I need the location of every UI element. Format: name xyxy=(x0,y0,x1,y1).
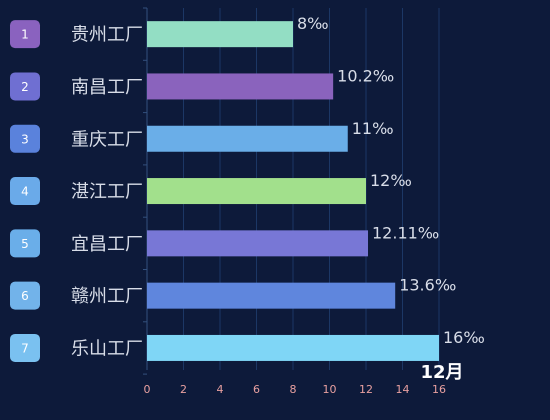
rank-number: 6 xyxy=(21,289,29,303)
value-label: 16‰ xyxy=(443,328,485,347)
value-label: 10.2‰ xyxy=(337,66,394,85)
value-label: 12.11‰ xyxy=(372,223,439,242)
category-label: 赣州工厂 xyxy=(71,286,143,307)
rank-number: 5 xyxy=(21,237,29,251)
rank-number: 2 xyxy=(21,80,29,94)
category-label: 南昌工厂 xyxy=(71,77,143,98)
bar xyxy=(147,230,369,257)
rank-number: 4 xyxy=(21,185,29,199)
x-tick-label: 16 xyxy=(432,383,446,396)
value-label: 8‰ xyxy=(297,14,329,33)
value-label: 13.6‰ xyxy=(399,276,456,295)
value-label: 11‰ xyxy=(352,119,394,138)
rank-badge xyxy=(10,281,40,310)
rank-badge xyxy=(10,177,40,206)
x-tick-label: 6 xyxy=(253,383,260,396)
bar xyxy=(147,73,334,100)
rank-badge xyxy=(10,20,40,49)
category-label: 乐山工厂 xyxy=(71,338,143,359)
x-tick-label: 12 xyxy=(359,383,373,396)
x-tick-label: 4 xyxy=(217,383,224,396)
rank-badge xyxy=(10,72,40,101)
bar xyxy=(147,21,293,48)
category-label: 贵州工厂 xyxy=(71,25,143,46)
bar xyxy=(147,334,439,361)
x-tick-label: 14 xyxy=(396,383,410,396)
rank-number: 1 xyxy=(21,28,29,42)
bar xyxy=(147,125,348,152)
category-label: 重庆工厂 xyxy=(71,129,143,150)
bar xyxy=(147,178,366,205)
rank-number: 3 xyxy=(21,132,29,146)
value-label: 12‰ xyxy=(370,171,412,190)
x-tick-label: 8 xyxy=(290,383,297,396)
rank-badge xyxy=(10,124,40,153)
category-label: 湛江工厂 xyxy=(71,182,143,203)
x-tick-label: 2 xyxy=(180,383,187,396)
x-tick-label: 10 xyxy=(323,383,337,396)
category-label: 宜昌工厂 xyxy=(71,234,143,255)
rank-badge xyxy=(10,229,40,258)
bar-layer xyxy=(147,21,439,361)
rank-number: 7 xyxy=(21,341,29,355)
rank-badge xyxy=(10,333,40,362)
label-layer: 0 2 4 6 8 10 12 14 16 1 贵州工厂 8‰ 2 南昌工厂 10.2‰ 3 重庆工厂 11‰ 4 湛… xyxy=(10,14,485,396)
bar xyxy=(147,282,396,309)
x-tick-label: 0 xyxy=(144,383,151,396)
x-axis-unit-label: 12月 xyxy=(420,362,463,383)
